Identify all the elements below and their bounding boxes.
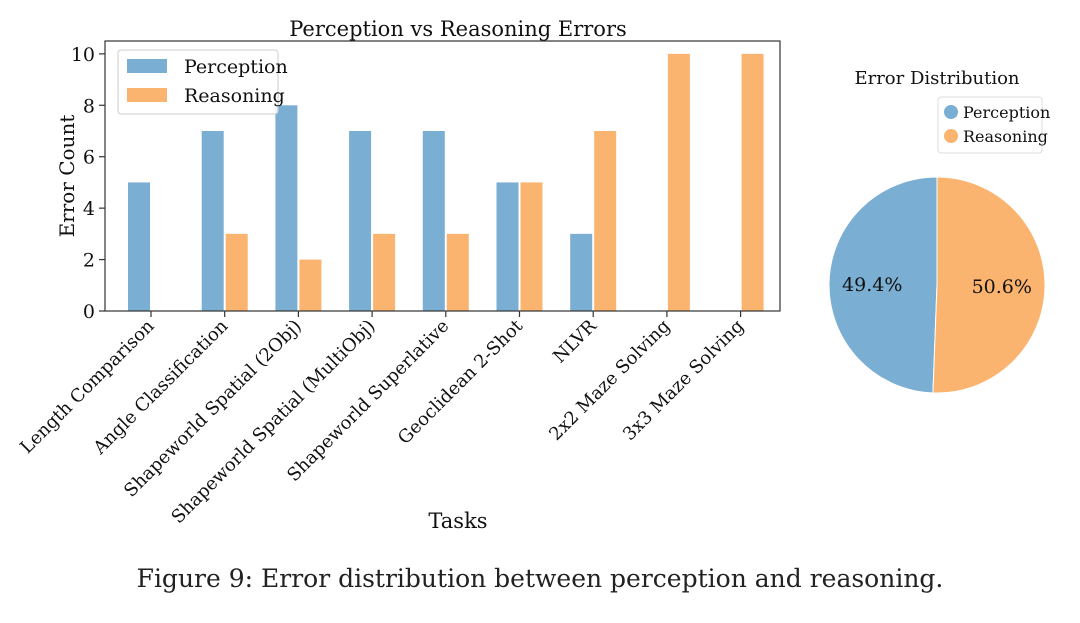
y-tick-label: 6 [83,147,95,169]
plot-frame [104,40,781,312]
bar-chart-title: Perception vs Reasoning Errors [289,17,627,41]
x-tick-label: 3x3 Maze Solving [619,316,748,445]
figure-caption: Figure 9: Error distribution between per… [136,564,944,593]
pie-chart: Error Distribution Perception Reasoning … [828,68,1050,394]
x-tick-label: 2x2 Maze Solving [545,316,674,445]
y-tick-label: 8 [83,95,95,117]
x-tick-label: Length Comparison [16,315,159,458]
bar-reasoning-4 [446,233,469,311]
bar-perception-4 [422,131,445,311]
bar-perception-1 [201,131,224,311]
bar-perception-2 [275,105,298,312]
y-tick-label: 2 [83,250,95,272]
y-axis-label: Error Count [55,115,79,238]
bar-perception-5 [496,182,519,311]
x-tick-label: Geoclidean 2-Shot [394,315,528,449]
bar-reasoning-5 [520,182,543,311]
legend-swatch-perception [127,59,167,73]
bar-chart: Perception vs Reasoning Errors 0 2 4 6 8 10 L… [16,17,781,533]
y-tick-label: 10 [71,44,95,66]
x-axis-label: Tasks [428,509,487,533]
pie-legend-marker-perception [944,105,958,119]
pie-slice-reasoning [932,176,1046,394]
pie-legend-box [937,96,1043,154]
legend-swatch-reasoning [127,88,167,102]
pie-legend-marker-reasoning [944,129,958,143]
bar-reasoning-3 [373,233,396,311]
bar-legend: Perception Reasoning [117,49,288,115]
legend-label-perception: Perception [184,56,288,78]
bar-reasoning-7 [667,53,690,311]
pie: 49.4% 50.6% [828,176,1046,394]
pie-value-label-perception: 49.4% [842,274,902,296]
bars [128,53,764,312]
y-tick-label: 4 [83,198,95,220]
pie-legend-label-perception: Perception [963,103,1050,122]
bar-perception-0 [128,182,150,311]
pie-slice-perception [828,176,938,394]
legend-label-reasoning: Reasoning [184,85,285,107]
pie-chart-title: Error Distribution [854,68,1019,89]
pie-legend: Perception Reasoning [937,96,1050,154]
bar-reasoning-6 [594,131,617,311]
pie-value-label-reasoning: 50.6% [972,276,1032,298]
x-tick-label: Angle Classification [89,315,233,459]
bar-perception-6 [570,233,593,311]
bar-reasoning-2 [299,259,322,311]
y-axis: 0 2 4 6 8 10 [71,44,105,323]
y-tick-label: 0 [83,301,95,323]
x-tick-label: NLVR [549,315,601,367]
pie-legend-label-reasoning: Reasoning [963,127,1048,146]
bar-reasoning-1 [225,233,248,311]
bar-perception-3 [349,131,372,311]
bar-reasoning-8 [741,53,764,311]
